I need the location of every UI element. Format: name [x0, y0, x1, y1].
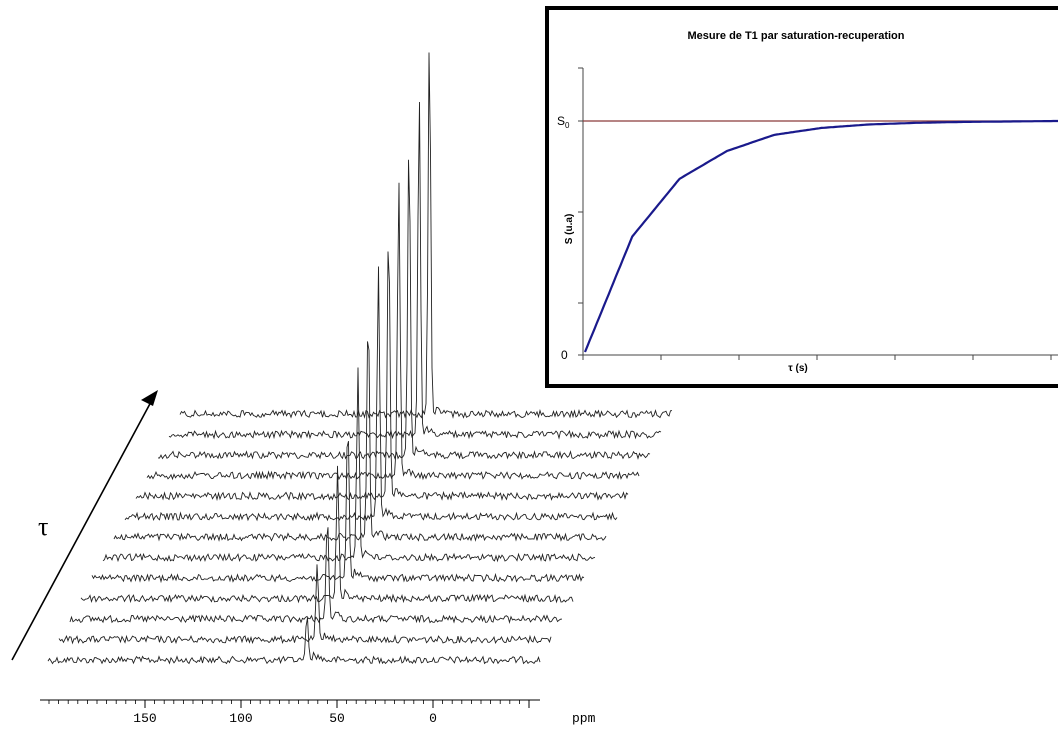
ppm-axis-unit: ppm — [572, 711, 596, 726]
tau-axis-label: τ — [38, 512, 48, 541]
spectrum-trace-6 — [102, 367, 596, 563]
inset-y-label: S (u.a) — [564, 214, 575, 245]
spectra-traces — [47, 52, 673, 665]
spectrum-trace-9 — [135, 251, 629, 502]
spectrum-trace-3 — [69, 527, 563, 624]
spectrum-trace-4 — [80, 465, 574, 604]
ppm-tick-100: 100 — [229, 711, 252, 726]
spectrum-trace-2 — [58, 564, 552, 645]
spectrum-trace-12 — [168, 101, 662, 440]
ppm-tick-0: 0 — [429, 711, 437, 726]
t1-inset-svg: Mesure de T1 par saturation-recuperation… — [557, 30, 1058, 374]
spectrum-trace-7 — [113, 341, 607, 542]
inset-x-label: τ (s) — [788, 363, 807, 374]
ppm-tick-50: 50 — [329, 711, 345, 726]
inset-zero-label: 0 — [561, 348, 568, 362]
spectrum-trace-1 — [47, 617, 541, 665]
inset-axis-ticks — [578, 67, 1052, 360]
spectrum-trace-8 — [124, 266, 618, 522]
inset-title: Mesure de T1 par saturation-recuperation — [688, 30, 905, 42]
spectrum-trace-5 — [91, 440, 585, 584]
ppm-axis-ticks — [48, 700, 530, 708]
recovery-curve — [583, 119, 1058, 353]
spectrum-trace-11 — [157, 159, 651, 461]
tau-arrow-head — [141, 390, 158, 406]
spectrum-trace-10 — [146, 182, 640, 481]
spectrum-trace-13 — [179, 52, 673, 419]
tau-arrow-shaft — [11, 399, 153, 661]
inset-s0-label: S0 — [557, 114, 570, 130]
ppm-tick-150: 150 — [133, 711, 156, 726]
t1-inset-chart: Mesure de T1 par saturation-recuperation… — [545, 6, 1058, 388]
